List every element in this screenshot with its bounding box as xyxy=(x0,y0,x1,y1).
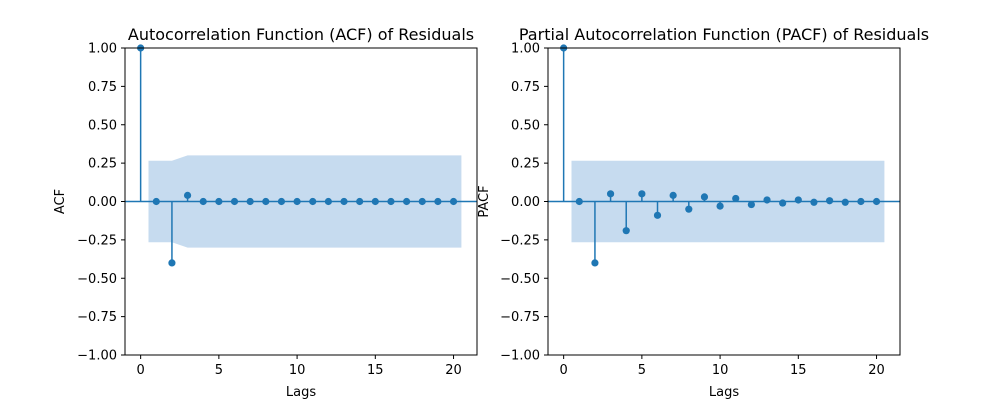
pacf-y-tick-label: −0.75 xyxy=(500,310,540,325)
acf-y-tick-label: −0.50 xyxy=(77,272,117,287)
acf-point-lag-20 xyxy=(449,197,458,206)
acf-y-tick-label: 0.50 xyxy=(88,118,117,133)
pacf-point-lag-18 xyxy=(841,198,849,206)
acf-y-tick-label: −0.75 xyxy=(77,310,117,325)
acf-point-lag-5 xyxy=(215,197,223,206)
acf-y-tick-label: 0.75 xyxy=(88,80,117,95)
pacf-y-axis-label: PACF xyxy=(477,185,492,217)
pacf-x-tick-label: 20 xyxy=(868,363,885,378)
pacf-point-lag-17 xyxy=(826,197,834,205)
pacf-y-tick-label: 0.75 xyxy=(511,80,540,95)
pacf-point-lag-7 xyxy=(669,191,677,199)
pacf-point-lag-5 xyxy=(638,190,646,198)
acf-point-lag-9 xyxy=(277,197,286,206)
pacf-point-lag-4 xyxy=(622,227,630,235)
pacf-x-tick-label: 10 xyxy=(712,363,729,378)
pacf-y-tick-label: −0.25 xyxy=(500,233,540,248)
pacf-y-tick-label: −1.00 xyxy=(500,349,540,364)
pacf-point-lag-12 xyxy=(747,200,755,209)
acf-point-lag-19 xyxy=(434,197,442,206)
acf-x-tick-label: 15 xyxy=(367,363,384,378)
pacf-point-lag-11 xyxy=(732,194,740,203)
pacf-x-tick-label: 5 xyxy=(638,363,646,378)
acf-point-lag-1 xyxy=(152,197,160,206)
pacf-y-tick-label: 0.50 xyxy=(511,118,540,133)
acf-x-tick-label: 5 xyxy=(215,363,223,378)
acf-y-tick-label: −1.00 xyxy=(77,349,117,364)
pacf-point-lag-2 xyxy=(591,259,599,267)
pacf-point-lag-16 xyxy=(810,198,818,206)
acf-x-axis-label: Lags xyxy=(286,385,316,400)
pacf-y-tick-label: −0.50 xyxy=(500,272,540,287)
pacf-point-lag-9 xyxy=(700,193,709,201)
acf-point-lag-13 xyxy=(340,197,348,206)
pacf-y-tick-label: 0.00 xyxy=(511,195,540,210)
pacf-panel: 0 5 10 15 20 −1.00 −0.75 −0.50 −0.25 0.00 0.25 0.50… xyxy=(477,25,929,400)
pacf-point-lag-20 xyxy=(872,197,881,206)
acf-chart-title: Autocorrelation Function (ACF) of Residu… xyxy=(128,25,474,44)
pacf-x-axis-label: Lags xyxy=(709,385,739,400)
acf-x-tick-label: 0 xyxy=(137,363,145,378)
pacf-y-tick-label: 1.00 xyxy=(511,42,540,57)
acf-point-lag-17 xyxy=(403,197,411,206)
acf-point-lag-16 xyxy=(387,197,395,206)
acf-point-lag-3 xyxy=(183,191,192,199)
pacf-point-lag-8 xyxy=(685,205,693,213)
acf-point-lag-12 xyxy=(324,197,332,206)
pacf-chart-title: Partial Autocorrelation Function (PACF) … xyxy=(519,25,929,44)
acf-point-lag-7 xyxy=(246,197,254,206)
pacf-point-lag-15 xyxy=(794,196,802,204)
acf-x-tick-label: 20 xyxy=(445,363,462,378)
acf-y-axis-label: ACF xyxy=(53,189,68,214)
acf-point-lag-4 xyxy=(199,197,207,206)
pacf-y-tick-label: 0.25 xyxy=(511,157,540,172)
pacf-point-lag-14 xyxy=(779,199,787,207)
acf-point-lag-11 xyxy=(309,197,317,206)
acf-y-tick-label: 0.00 xyxy=(88,195,117,210)
pacf-x-tick-label: 0 xyxy=(560,363,568,378)
acf-point-lag-10 xyxy=(293,197,301,206)
acf-point-lag-2 xyxy=(168,259,176,267)
acf-point-lag-18 xyxy=(418,197,426,206)
pacf-x-tick-label: 15 xyxy=(790,363,807,378)
acf-point-lag-8 xyxy=(262,197,270,206)
acf-point-lag-6 xyxy=(230,197,239,206)
acf-x-tick-label: 10 xyxy=(289,363,306,378)
pacf-point-lag-1 xyxy=(575,197,583,206)
acf-point-lag-15 xyxy=(371,197,379,206)
acf-y-tick-label: 0.25 xyxy=(88,157,117,172)
acf-panel: 0 5 10 15 20 −1.00 −0.75 −0.50 −0.25 0.00 0.25 0.50… xyxy=(53,25,478,400)
pacf-point-lag-6 xyxy=(653,211,662,219)
pacf-point-lag-3 xyxy=(606,190,615,198)
pacf-point-lag-10 xyxy=(716,202,724,210)
pacf-point-lag-19 xyxy=(857,197,865,206)
acf-point-lag-14 xyxy=(356,197,364,206)
acf-y-tick-label: 1.00 xyxy=(88,42,117,57)
pacf-point-lag-13 xyxy=(763,196,771,204)
acf-y-tick-label: −0.25 xyxy=(77,233,117,248)
